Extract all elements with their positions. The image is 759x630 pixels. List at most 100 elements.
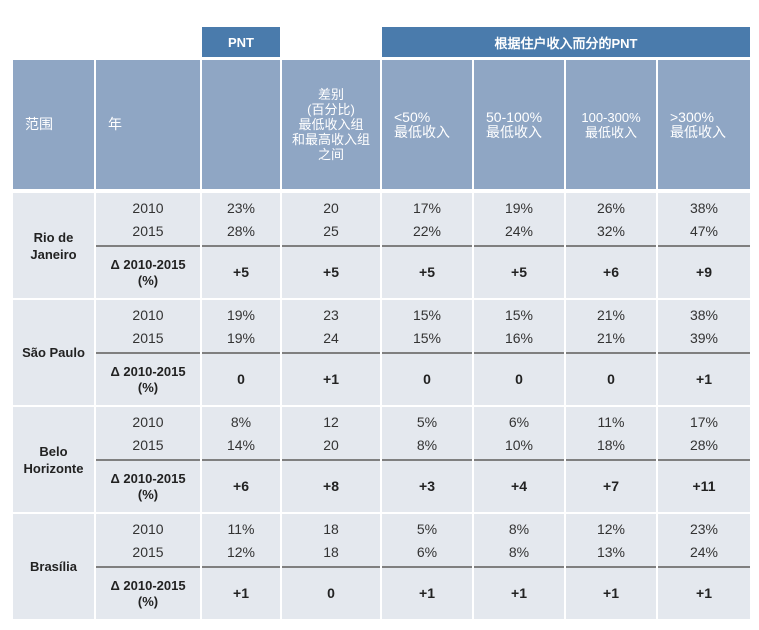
delta-cell: +1 xyxy=(696,585,712,601)
column-separator xyxy=(380,193,382,619)
value-cell: 15% xyxy=(412,307,442,323)
value-cell: 20 xyxy=(323,437,339,453)
value-cell: 15% xyxy=(504,307,534,323)
delta-cell: +1 xyxy=(511,585,527,601)
value-cell: 23% xyxy=(689,521,719,537)
value-cell: 24 xyxy=(323,330,339,346)
value-cell: 13% xyxy=(596,544,626,560)
delta-cell: 0 xyxy=(515,371,523,387)
row-divider xyxy=(96,245,750,247)
value-cell: 6% xyxy=(508,414,530,430)
value-cell: 6% xyxy=(416,544,438,560)
value-cell: 19% xyxy=(226,307,256,323)
region-name: São Paulo xyxy=(22,345,85,360)
header-difference: 差别 (百分比) 最低收入组 和最高收入组 之间 xyxy=(282,60,380,189)
delta-cell: +11 xyxy=(692,478,716,494)
header-scope: 范围 xyxy=(13,60,94,189)
value-cell: 17% xyxy=(412,200,442,216)
value-cell: 15% xyxy=(412,330,442,346)
value-cell: 11% xyxy=(227,521,255,537)
delta-cell: 0 xyxy=(423,371,431,387)
header-year: 年 xyxy=(96,60,200,189)
delta-label: Δ 2010-2015 (%) xyxy=(110,578,186,609)
value-cell: 16% xyxy=(504,330,534,346)
column-separator xyxy=(564,193,566,619)
value-cell: 5% xyxy=(416,414,438,430)
year-cell: 2015 xyxy=(132,544,164,560)
delta-cell: 0 xyxy=(607,371,615,387)
region-name: Rio de Janeiro xyxy=(30,229,77,262)
year-cell: 2010 xyxy=(132,307,164,323)
delta-cell: 0 xyxy=(327,585,335,601)
value-cell: 23% xyxy=(226,200,256,216)
year-cell: 2010 xyxy=(132,521,164,537)
delta-cell: +3 xyxy=(419,478,435,494)
column-separator xyxy=(200,193,202,619)
value-cell: 28% xyxy=(226,223,256,239)
header-pnt-by-income: 根据住户收入而分的PNT xyxy=(382,27,750,57)
value-cell: 10% xyxy=(504,437,534,453)
delta-cell: +1 xyxy=(323,371,339,387)
header-below-50: <50% 最低收入 xyxy=(382,60,472,189)
value-cell: 14% xyxy=(226,437,256,453)
header-100-300: 100-300% 最低收入 xyxy=(566,60,656,189)
delta-cell: +6 xyxy=(603,264,619,280)
value-cell: 8% xyxy=(416,437,438,453)
value-cell: 12 xyxy=(323,414,339,430)
delta-label: Δ 2010-2015 (%) xyxy=(110,471,186,502)
delta-label: Δ 2010-2015 (%) xyxy=(110,257,186,288)
column-separator xyxy=(94,193,96,619)
value-cell: 8% xyxy=(230,414,252,430)
value-cell: 38% xyxy=(689,200,719,216)
value-cell: 20 xyxy=(323,200,339,216)
value-cell: 28% xyxy=(689,437,719,453)
delta-cell: +1 xyxy=(233,585,249,601)
header-pnt: PNT xyxy=(202,27,280,57)
row-divider xyxy=(96,459,750,461)
delta-cell: +5 xyxy=(233,264,249,280)
year-cell: 2015 xyxy=(132,437,164,453)
delta-cell: +8 xyxy=(323,478,339,494)
column-separator xyxy=(472,193,474,619)
value-cell: 21% xyxy=(596,330,626,346)
value-cell: 26% xyxy=(596,200,626,216)
delta-cell: +7 xyxy=(603,478,619,494)
value-cell: 5% xyxy=(416,521,438,537)
column-separator xyxy=(280,193,282,619)
row-divider xyxy=(96,352,750,354)
value-cell: 18 xyxy=(323,544,339,560)
delta-cell: +4 xyxy=(511,478,527,494)
value-cell: 22% xyxy=(412,223,442,239)
value-cell: 19% xyxy=(226,330,256,346)
value-cell: 18 xyxy=(323,521,339,537)
header-above-300: >300% 最低收入 xyxy=(658,60,750,189)
delta-label: Δ 2010-2015 (%) xyxy=(110,364,186,395)
delta-cell: +5 xyxy=(323,264,339,280)
delta-cell: +1 xyxy=(696,371,712,387)
value-cell: 32% xyxy=(596,223,626,239)
value-cell: 25 xyxy=(323,223,339,239)
value-cell: 47% xyxy=(689,223,719,239)
value-cell: 8% xyxy=(508,544,530,560)
value-cell: 18% xyxy=(596,437,626,453)
value-cell: 12% xyxy=(226,544,256,560)
header-50-100: 50-100% 最低收入 xyxy=(474,60,564,189)
delta-cell: +5 xyxy=(511,264,527,280)
value-cell: 19% xyxy=(504,200,534,216)
delta-cell: +1 xyxy=(603,585,619,601)
region-name: Belo Horizonte xyxy=(23,443,84,476)
value-cell: 12% xyxy=(596,521,626,537)
value-cell: 23 xyxy=(323,307,339,323)
row-divider xyxy=(96,566,750,568)
delta-cell: +9 xyxy=(696,264,712,280)
delta-cell: +6 xyxy=(233,478,249,494)
delta-cell: +5 xyxy=(419,264,435,280)
value-cell: 11% xyxy=(597,414,625,430)
year-cell: 2015 xyxy=(132,330,164,346)
value-cell: 24% xyxy=(689,544,719,560)
column-separator xyxy=(656,193,658,619)
region-name: Brasília xyxy=(30,559,77,574)
value-cell: 38% xyxy=(689,307,719,323)
value-cell: 24% xyxy=(504,223,534,239)
year-cell: 2010 xyxy=(132,414,164,430)
